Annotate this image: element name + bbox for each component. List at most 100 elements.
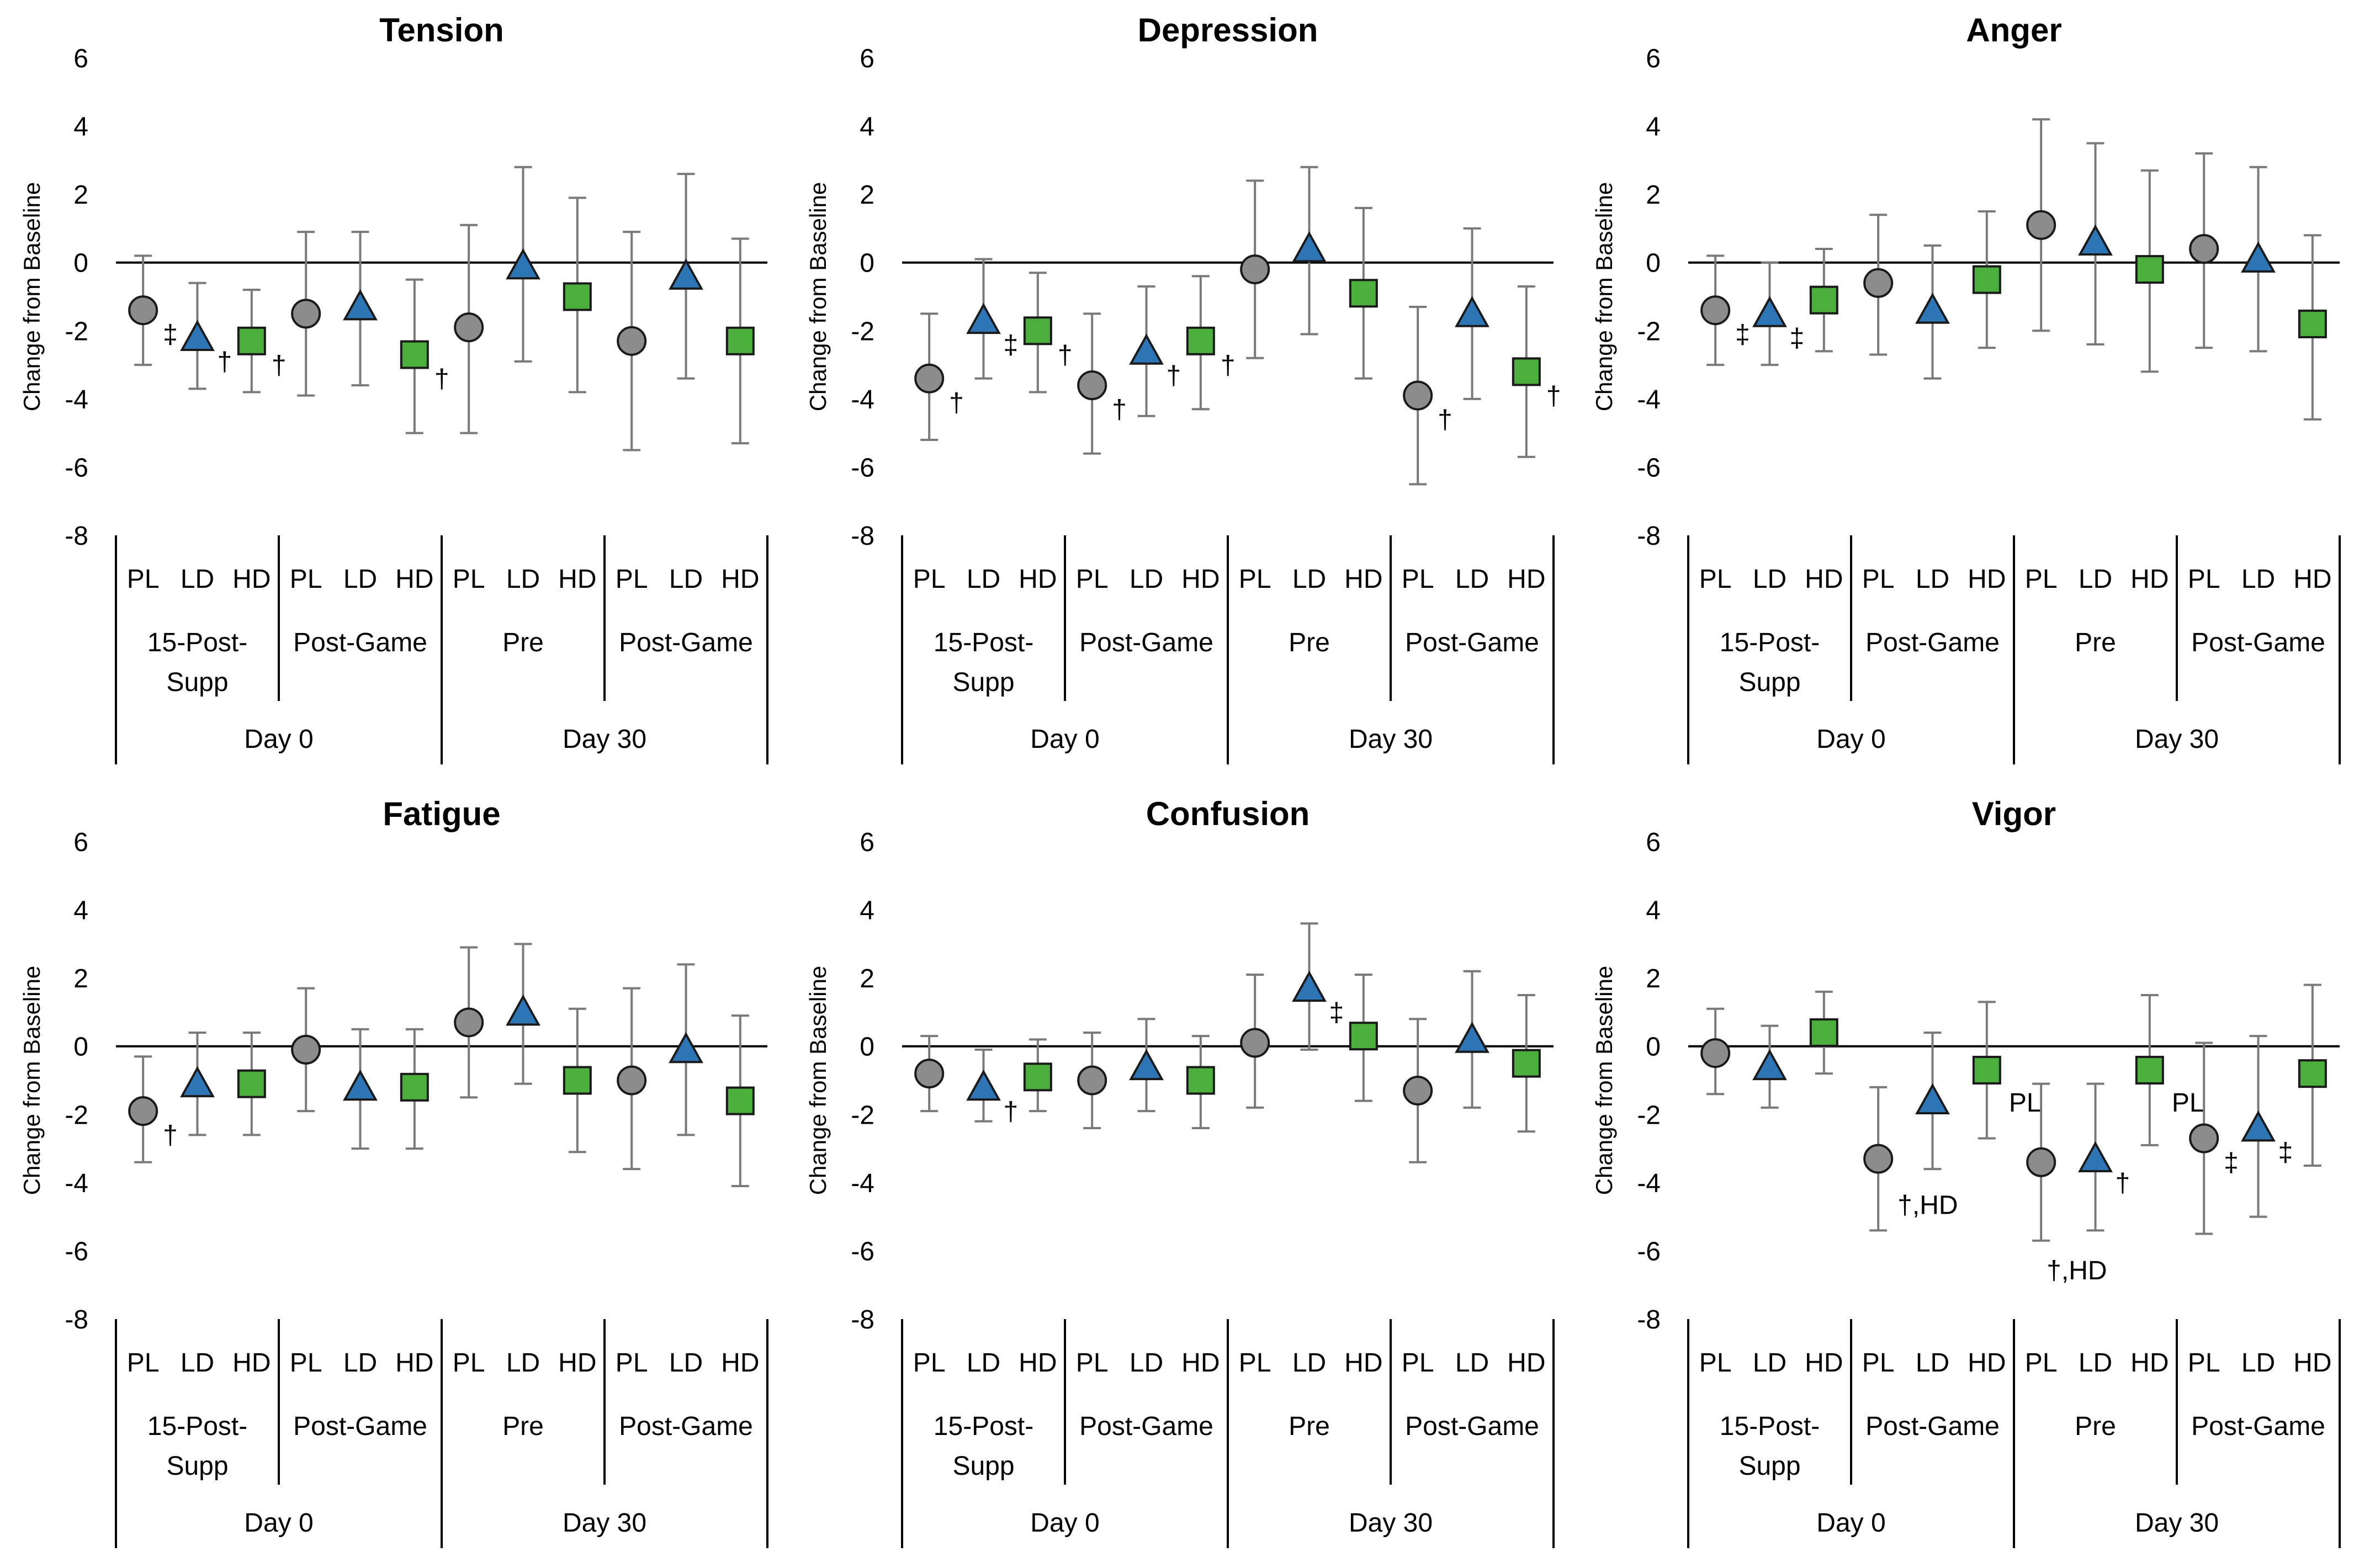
y-tick-label: 2 xyxy=(1646,964,1661,993)
x-level2-label: Post-Game xyxy=(1865,1412,2000,1441)
x-level1-label: PL xyxy=(127,1348,160,1378)
chart-title: Anger xyxy=(1966,12,2061,49)
y-tick-label: -2 xyxy=(851,317,874,346)
x-level1-label: LD xyxy=(1916,565,1949,594)
data-point-pl xyxy=(914,1035,945,1113)
x-level3-label: Day 0 xyxy=(244,1508,313,1538)
data-point-hd xyxy=(1023,1038,1052,1113)
marker-triangle xyxy=(1455,296,1489,327)
x-level2-label: Pre xyxy=(2075,628,2116,657)
data-point-hd xyxy=(1972,1001,2001,1140)
data-point-ld xyxy=(1292,922,1327,1051)
x-level3-label: Day 30 xyxy=(1349,725,1433,754)
x-level1-label: LD xyxy=(669,565,703,594)
x-level1-label: PL xyxy=(1699,1348,1732,1378)
x-level1-label: HD xyxy=(395,1348,433,1378)
x-level1-label: LD xyxy=(1916,1348,1949,1378)
marker-square xyxy=(1186,1066,1215,1095)
marker-circle xyxy=(617,1065,647,1096)
y-tick-label: -8 xyxy=(65,522,88,551)
x-level1-label: LD xyxy=(669,1348,703,1378)
data-point-ld xyxy=(180,1032,215,1136)
y-tick-label: 0 xyxy=(73,1033,88,1062)
y-tick-label: 2 xyxy=(1646,180,1661,210)
x-level2-label: Post-Game xyxy=(619,1412,753,1441)
y-axis-label: Change from Baseline xyxy=(805,182,831,412)
marker-square xyxy=(237,1069,266,1098)
y-tick-label: 0 xyxy=(1646,1033,1661,1062)
data-point-hd xyxy=(725,237,755,445)
y-tick-label: 6 xyxy=(1646,44,1661,73)
marker-triangle xyxy=(1752,1049,1787,1081)
marker-triangle xyxy=(669,1032,703,1064)
y-tick-label: 6 xyxy=(860,44,874,73)
data-point-hd xyxy=(725,1014,755,1188)
data-point-pl xyxy=(914,312,945,441)
data-point-hd xyxy=(400,1028,429,1150)
significance-label: ‡ xyxy=(1735,320,1750,349)
significance-label: † xyxy=(434,365,449,394)
marker-circle xyxy=(2189,234,2219,264)
x-level2-label: Post-Game xyxy=(2191,1412,2325,1441)
data-point-ld xyxy=(1129,1018,1164,1113)
x-level1-label: HD xyxy=(232,1348,271,1378)
significance-label: † xyxy=(1167,361,1181,390)
y-tick-label: 6 xyxy=(73,828,88,857)
x-level1-label: PL xyxy=(127,565,160,594)
significance-label: † xyxy=(1112,395,1127,424)
data-point-ld xyxy=(506,943,540,1085)
data-point-pl xyxy=(291,231,321,397)
significance-label: ‡ xyxy=(2224,1149,2239,1178)
marker-square xyxy=(400,340,429,369)
x-level3-label: Day 30 xyxy=(563,1508,646,1538)
x-level2-label: Post-Game xyxy=(293,1412,427,1441)
x-level1-label: HD xyxy=(1805,1348,1843,1378)
marker-circle xyxy=(128,295,158,326)
chart-title: Depression xyxy=(1138,12,1318,49)
marker-triangle xyxy=(966,1069,1001,1101)
x-level2-label: Pre xyxy=(2075,1412,2116,1441)
marker-square xyxy=(237,326,266,355)
marker-triangle xyxy=(1129,333,1164,365)
x-level1-label: LD xyxy=(967,565,1000,594)
x-level1-label: PL xyxy=(1239,1348,1271,1378)
y-tick-label: 6 xyxy=(73,44,88,73)
x-level2-label: Post-Game xyxy=(293,628,427,657)
data-point-hd xyxy=(1809,990,1838,1075)
y-tick-label: -8 xyxy=(65,1305,88,1335)
significance-label: † xyxy=(1058,341,1073,370)
data-point-ld xyxy=(1915,1032,1950,1171)
marker-circle xyxy=(1240,1028,1270,1058)
chart-panel-confusion: Confusion Change from Baseline 6 4 2 0 -2 -4 -6 -… xyxy=(805,795,1555,1548)
x-level1-label: LD xyxy=(1455,1348,1489,1378)
marker-triangle xyxy=(1915,1083,1950,1114)
data-point-ld xyxy=(1455,227,1489,400)
data-point-ld xyxy=(1915,244,1950,380)
marker-square xyxy=(2298,1059,2327,1088)
x-level1-label: HD xyxy=(2130,1348,2169,1378)
x-level1-label: HD xyxy=(1507,565,1545,594)
y-tick-label: -4 xyxy=(65,385,88,414)
marker-circle xyxy=(2189,1123,2219,1154)
x-level1-label: PL xyxy=(1862,565,1895,594)
x-level3-label: Day 0 xyxy=(1816,1508,1885,1538)
data-point-hd xyxy=(237,289,266,394)
marker-square xyxy=(2298,309,2327,338)
data-point-pl xyxy=(1077,1032,1107,1129)
data-point-pl xyxy=(2026,118,2056,332)
x-level1-label: LD xyxy=(1130,1348,1163,1378)
y-tick-label: -2 xyxy=(65,1101,88,1130)
x-level1-label: PL xyxy=(913,565,946,594)
x-level1-label: PL xyxy=(2188,1348,2220,1378)
marker-square xyxy=(725,326,755,355)
y-tick-label: -6 xyxy=(1637,1237,1661,1266)
marker-triangle xyxy=(180,320,215,352)
marker-triangle xyxy=(2241,241,2276,273)
significance-label: † xyxy=(1004,1097,1019,1126)
data-point-ld xyxy=(343,231,378,387)
x-level1-label: LD xyxy=(1292,1348,1326,1378)
data-point-ld xyxy=(966,1048,1001,1123)
marker-triangle xyxy=(1129,1049,1164,1081)
marker-square xyxy=(1512,1049,1541,1078)
marker-square xyxy=(1349,279,1378,308)
